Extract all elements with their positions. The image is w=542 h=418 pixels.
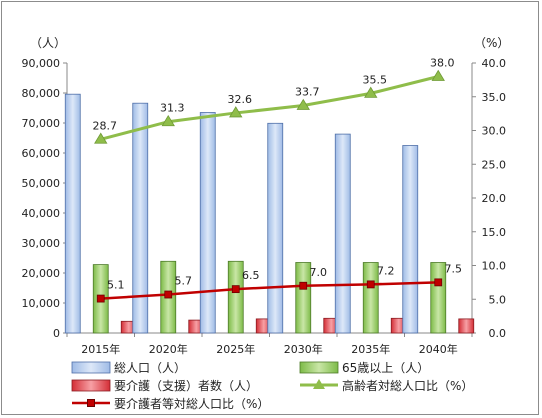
- left-tick-label: 20,000: [22, 267, 61, 280]
- marker-elderly-ratio: [364, 86, 378, 98]
- legend-label: 要介護者等対総人口比（%）: [114, 396, 269, 411]
- right-axis-unit: （%）: [474, 36, 509, 50]
- right-tick-label: 0.0: [489, 327, 507, 340]
- data-label-care-ratio: 5.1: [107, 279, 125, 292]
- left-tick-label: 50,000: [22, 177, 61, 190]
- marker-elderly-ratio: [161, 114, 175, 127]
- line-elderly-ratio: [100, 75, 439, 141]
- x-tick-label: 2020年: [149, 342, 188, 356]
- bar-age-65-plus: [295, 262, 312, 334]
- legend-care-recipients: 要介護（支援）者数（人）: [71, 378, 258, 393]
- right-tick-label: 30.0: [482, 125, 507, 138]
- bar-total-population: [132, 102, 149, 334]
- x-tick-label: 2025年: [216, 342, 255, 356]
- right-tick-label: 35.0: [482, 91, 507, 104]
- x-tick-label: 2035年: [351, 342, 390, 356]
- left-tick-label: 40,000: [22, 207, 61, 220]
- marker-care-ratio: [164, 290, 173, 299]
- right-tick-label: 25.0: [482, 158, 507, 171]
- marker-care-ratio: [299, 281, 308, 290]
- legend-swatch: [71, 361, 111, 374]
- x-tick-label: 2030年: [284, 342, 323, 356]
- bar-care-recipients: [458, 318, 475, 334]
- bar-age-65-plus: [362, 262, 379, 334]
- right-tick-label: 20.0: [482, 192, 507, 205]
- data-label-care-ratio: 7.2: [377, 264, 395, 277]
- line-care-ratio: [100, 281, 439, 300]
- marker-care-ratio: [366, 280, 375, 289]
- marker-elderly-ratio: [296, 98, 310, 110]
- marker-care-ratio: [434, 278, 443, 287]
- left-tick-label: 10,000: [22, 297, 61, 310]
- data-label-elderly-ratio: 38.0: [430, 57, 455, 70]
- legend-label: 高齢者対総人口比（%）: [342, 378, 473, 393]
- legend-total-population: 総人口（人）: [71, 361, 186, 375]
- bar-total-population: [402, 145, 419, 334]
- data-label-care-ratio: 5.7: [175, 275, 193, 288]
- bar-total-population: [267, 122, 284, 334]
- legend-label: 65歳以上（人）: [342, 361, 429, 375]
- legend-marker: [87, 399, 95, 407]
- data-label-care-ratio: 7.0: [310, 266, 328, 279]
- data-label-elderly-ratio: 28.7: [93, 119, 118, 132]
- data-label-elderly-ratio: 33.7: [295, 86, 320, 99]
- legend-label: 総人口（人）: [114, 361, 186, 375]
- left-tick-label: 30,000: [22, 237, 61, 250]
- bar-total-population: [334, 133, 351, 334]
- right-tick-label: 40.0: [482, 57, 507, 70]
- left-tick-label: 70,000: [22, 117, 61, 130]
- legend-swatch: [299, 361, 339, 374]
- x-tick-label: 2015年: [81, 342, 120, 356]
- data-label-elderly-ratio: 32.6: [228, 93, 253, 106]
- legend-care-ratio: 要介護者等対総人口比（%）: [72, 396, 269, 411]
- bar-total-population: [199, 112, 216, 334]
- left-tick-label: 80,000: [22, 87, 61, 100]
- right-tick-label: 5.0: [489, 293, 507, 306]
- left-tick-label: 60,000: [22, 147, 61, 160]
- data-label-elderly-ratio: 31.3: [160, 102, 185, 115]
- data-label-care-ratio: 7.5: [445, 262, 463, 275]
- marker-elderly-ratio: [229, 106, 243, 118]
- legend-marker: [313, 379, 325, 389]
- legend-label: 要介護（支援）者数（人）: [114, 378, 258, 393]
- marker-care-ratio: [96, 294, 105, 303]
- marker-elderly-ratio: [431, 69, 445, 81]
- left-tick-label: 0: [53, 327, 60, 340]
- marker-elderly-ratio: [94, 132, 108, 144]
- bar-total-population: [64, 93, 81, 334]
- data-label-care-ratio: 6.5: [242, 269, 260, 282]
- x-tick-label: 2040年: [419, 342, 458, 356]
- marker-care-ratio: [231, 285, 240, 294]
- legend-age-65-plus: 65歳以上（人）: [299, 361, 429, 375]
- data-label-elderly-ratio: 35.5: [363, 73, 388, 86]
- left-tick-label: 90,000: [22, 57, 61, 70]
- right-tick-label: 15.0: [482, 226, 507, 239]
- right-tick-label: 10.0: [482, 260, 507, 273]
- bar-age-65-plus: [430, 262, 447, 334]
- bar-age-65-plus: [227, 260, 244, 334]
- left-axis-unit: （人）: [30, 36, 66, 50]
- legend-elderly-ratio: 高齢者対総人口比（%）: [300, 378, 473, 393]
- legend-swatch: [71, 379, 111, 392]
